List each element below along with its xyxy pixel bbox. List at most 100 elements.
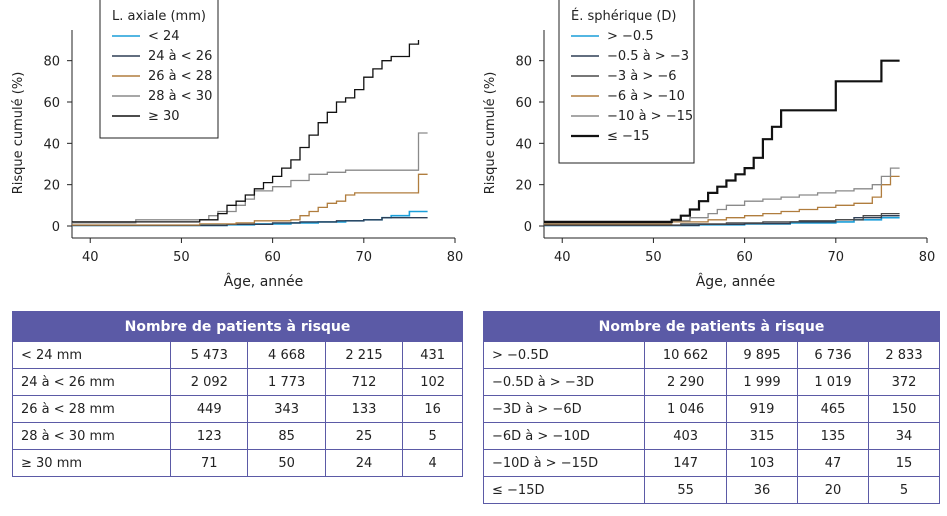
- table-cell: 5: [402, 422, 463, 450]
- table-cell: 1 999: [726, 368, 798, 396]
- table-cell: 315: [726, 422, 798, 450]
- table-row: 28 à < 30 mm 123 85 25 5: [11, 422, 463, 450]
- table-row: −6D à > −10D 403 315 135 34: [482, 422, 941, 450]
- table-cell: 712: [324, 368, 404, 396]
- table-cell: 36: [726, 476, 798, 504]
- series-line: [72, 132, 428, 224]
- x-tick-label: 60: [264, 250, 281, 265]
- x-tick-label: 80: [447, 250, 464, 265]
- table-cell: 403: [644, 422, 728, 450]
- table-cell: 147: [644, 449, 728, 477]
- row-label: < 24 mm: [11, 341, 172, 369]
- table-cell: 10 662: [644, 341, 728, 369]
- table-cell: 34: [867, 422, 941, 450]
- x-tick-label: 70: [356, 250, 373, 265]
- legend-entry: 26 à < 28: [148, 69, 212, 84]
- y-tick-label: 60: [43, 96, 60, 111]
- table-cell: 431: [402, 341, 463, 369]
- x-tick-label: 50: [173, 250, 190, 265]
- table-cell: 5: [867, 476, 941, 504]
- y-tick-label: 20: [43, 179, 60, 194]
- y-tick-label: 40: [515, 137, 532, 152]
- table-row: > −0.5D 10 662 9 895 6 736 2 833: [482, 341, 941, 369]
- row-label: 26 à < 28 mm: [11, 395, 172, 423]
- row-label: −10D à > −15D: [482, 449, 646, 477]
- series-line: [544, 212, 900, 226]
- table-cell: 1 046: [644, 395, 728, 423]
- y-tick-label: 80: [43, 55, 60, 70]
- x-tick-label: 40: [82, 250, 99, 265]
- series-line: [544, 59, 900, 223]
- table-cell: 4: [402, 449, 463, 477]
- table-cell: 2 290: [644, 368, 728, 396]
- legend-title: É. sphérique (D): [571, 8, 676, 24]
- legend-entry: 24 à < 26: [148, 49, 212, 64]
- table-cell: 343: [247, 395, 326, 423]
- legend-entry: ≤ −15: [607, 129, 649, 144]
- table-cell: 123: [170, 422, 249, 450]
- table-cell: 85: [247, 422, 326, 450]
- table-cell: 1 019: [797, 368, 869, 396]
- table-row: ≤ −15D 55 36 20 5: [482, 476, 941, 504]
- table-cell: 103: [726, 449, 798, 477]
- legend-entry: −3 à > −6: [607, 69, 677, 84]
- table-cell: 372: [867, 368, 941, 396]
- table-title: Nombre de patients à risque: [12, 311, 463, 342]
- legend-box: [99, 0, 219, 139]
- legend-entry: 28 à < 30: [148, 89, 212, 104]
- y-tick-label: 20: [515, 179, 532, 194]
- row-label: > −0.5D: [482, 341, 646, 369]
- table-cell: 47: [797, 449, 869, 477]
- y-axis-label: Risque cumulé (%): [11, 72, 26, 195]
- table-cell: 24: [324, 449, 404, 477]
- chart-spherical-equivalent: 40 50 60 70 80 0 20 40 60 80 Âge, année Risque cumu…: [472, 0, 947, 300]
- patients-at-risk-table-axial: Nombre de patients à risque < 24 mm 5 473…: [11, 311, 463, 477]
- x-tick-label: 60: [736, 250, 753, 265]
- x-tick-label: 40: [554, 250, 571, 265]
- legend-entry: ≥ 30: [148, 109, 180, 124]
- series-line: [72, 173, 428, 226]
- table-cell: 919: [726, 395, 798, 423]
- table-cell: 150: [867, 395, 941, 423]
- table-cell: 15: [867, 449, 941, 477]
- chart-spherical-equivalent-svg: 40 50 60 70 80 0 20 40 60 80 Âge, année Risque cumu…: [483, 0, 935, 290]
- table-row: 26 à < 28 mm 449 343 133 16: [11, 395, 463, 423]
- row-label: −3D à > −6D: [482, 395, 646, 423]
- legend-entry: −6 à > −10: [607, 89, 685, 104]
- y-tick-label: 60: [515, 96, 532, 111]
- table-row: < 24 mm 5 473 4 668 2 215 431: [11, 341, 463, 369]
- table-cell: 2 833: [867, 341, 941, 369]
- table-cell: 16: [402, 395, 463, 423]
- table-cell: 449: [170, 395, 249, 423]
- table-cell: 465: [797, 395, 869, 423]
- table-row: −3D à > −6D 1 046 919 465 150: [482, 395, 941, 423]
- series-line: [544, 175, 900, 225]
- legend-entry: > −0.5: [607, 29, 654, 44]
- table-cell: 5 473: [170, 341, 249, 369]
- chart-axial-length-svg: 40 50 60 70 80 0 20 40 60 80 Âge, année Risque cumu…: [11, 0, 464, 290]
- chart-axial-length: 40 50 60 70 80 0 20 40 60 80 Âge, année Risque cumu…: [0, 0, 470, 300]
- table-row: 24 à < 26 mm 2 092 1 773 712 102: [11, 368, 463, 396]
- series-line: [544, 167, 900, 224]
- y-tick-label: 0: [52, 220, 60, 235]
- legend-entry: < 24: [148, 29, 180, 44]
- table-cell: 9 895: [726, 341, 798, 369]
- row-label: 28 à < 30 mm: [11, 422, 172, 450]
- row-label: −6D à > −10D: [482, 422, 646, 450]
- table-row: −0.5D à > −3D 2 290 1 999 1 019 372: [482, 368, 941, 396]
- table-cell: 1 773: [247, 368, 326, 396]
- row-label: 24 à < 26 mm: [11, 368, 172, 396]
- table-title: Nombre de patients à risque: [483, 311, 940, 342]
- table-row: −10D à > −15D 147 103 47 15: [482, 449, 941, 477]
- patients-at-risk-table-spherical: Nombre de patients à risque > −0.5D 10 66…: [482, 311, 941, 504]
- legend-entry: −0.5 à > −3: [607, 49, 689, 64]
- table-cell: 2 215: [324, 341, 404, 369]
- table-cell: 55: [644, 476, 728, 504]
- row-label: ≥ 30 mm: [11, 449, 172, 477]
- row-label: ≤ −15D: [482, 476, 646, 504]
- table-row: ≥ 30 mm 71 50 24 4: [11, 449, 463, 477]
- x-tick-label: 70: [828, 250, 845, 265]
- table-cell: 4 668: [247, 341, 326, 369]
- row-label: −0.5D à > −3D: [482, 368, 646, 396]
- table-cell: 135: [797, 422, 869, 450]
